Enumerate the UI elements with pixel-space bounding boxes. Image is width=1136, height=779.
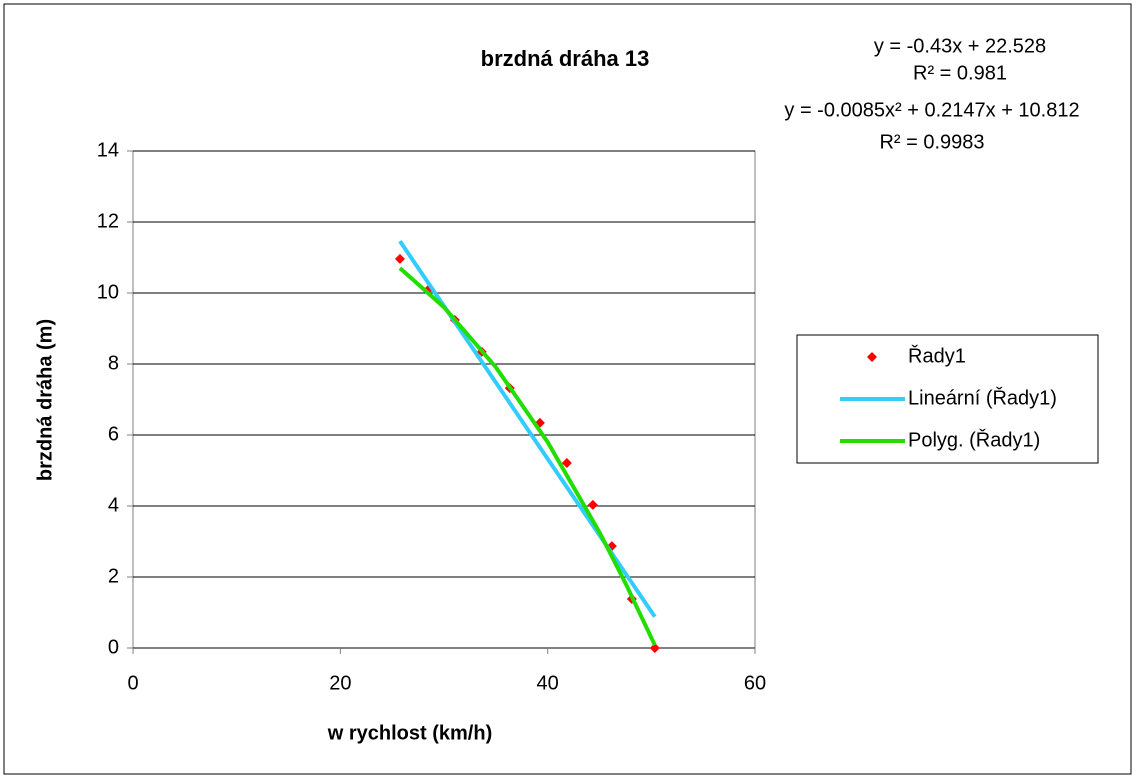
y-tick-label: 6 — [108, 423, 119, 445]
data-point — [394, 253, 405, 264]
y-tick-label: 8 — [108, 352, 119, 374]
y-tick-label: 12 — [97, 210, 119, 232]
legend-label: Řady1 — [908, 344, 966, 367]
x-axis-label: w rychlost (km/h) — [327, 722, 492, 744]
y-tick-label: 14 — [97, 139, 119, 161]
x-tick-label: 0 — [127, 672, 138, 694]
data-point — [587, 499, 598, 510]
trend-r2: R² = 0.981 — [913, 62, 1007, 84]
trend-line — [398, 266, 657, 647]
y-tick-label: 0 — [108, 636, 119, 658]
y-axis-label: brzdná dráha (m) — [34, 319, 56, 481]
x-tick-label: 60 — [744, 672, 766, 694]
plot-area — [132, 150, 756, 649]
trend-equation: y = -0.43x + 22.528 — [874, 35, 1046, 57]
chart-title: brzdná dráha 13 — [481, 46, 650, 71]
x-tick-label: 40 — [537, 672, 559, 694]
legend-label: Polyg. (Řady1) — [908, 428, 1040, 451]
data-point — [561, 458, 572, 469]
legend-swatch — [867, 352, 877, 362]
y-tick-label: 4 — [108, 494, 119, 516]
trend-r2: R² = 0.9983 — [879, 131, 984, 153]
data-point — [649, 643, 660, 653]
legend-label: Lineární (Řady1) — [908, 386, 1057, 409]
y-tick-label: 10 — [97, 281, 119, 303]
trend-equation: y = -0.0085x² + 0.2147x + 10.812 — [784, 99, 1079, 121]
y-tick-label: 2 — [108, 565, 119, 587]
x-tick-label: 20 — [329, 672, 351, 694]
